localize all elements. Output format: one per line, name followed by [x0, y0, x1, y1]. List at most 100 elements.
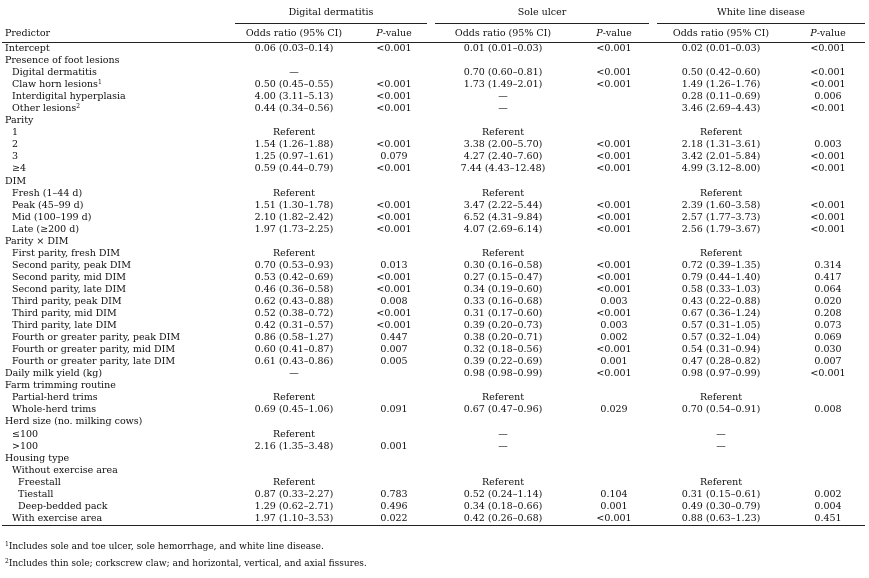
dd-odds-ratio: 0.87 (0.33–2.27) — [254, 488, 334, 500]
p-column-header-su: P-value — [577, 26, 652, 43]
su-odds-ratio — [429, 115, 577, 127]
dd-odds-ratio — [229, 380, 359, 392]
results-table-container: Digital dermatitis Sole ulcer White line… — [2, 0, 866, 569]
wld-p-value — [791, 392, 865, 404]
su-odds-ratio — [429, 465, 577, 477]
dd-p-value — [359, 248, 429, 260]
predictor-label: Other lesions2 — [2, 103, 229, 115]
dd-odds-ratio: 1.97 (1.73–2.25) — [254, 223, 334, 235]
predictor-label-text: Second parity, mid DIM — [12, 271, 126, 283]
predictor-label-text: Digital dermatitis — [12, 67, 97, 79]
wld-p-value — [791, 429, 865, 441]
table-row: Parity — [2, 115, 865, 127]
table-row: Other lesions2 0.44 (0.34–0.56) <0.001 — 3.4… — [2, 103, 865, 115]
predictor-header-spacer — [2, 0, 229, 26]
predictor-label: Housing type — [2, 453, 229, 465]
wld-odds-ratio: 0.28 (0.11–0.69) — [681, 91, 761, 103]
su-odds-ratio: 0.70 (0.60–0.81) — [463, 67, 543, 79]
su-odds-ratio: 4.27 (2.40–7.60) — [463, 151, 543, 163]
dd-odds-ratio: 1.29 (0.62–2.71) — [254, 500, 334, 512]
su-odds-ratio: 0.38 (0.20–0.71) — [463, 332, 543, 344]
table-row: Parity × DIM — [2, 236, 865, 248]
dd-odds-ratio: 0.53 (0.42–0.69) — [254, 271, 334, 283]
wld-odds-ratio: 0.54 (0.31–0.94) — [681, 344, 761, 356]
dd-p-value: <0.001 — [376, 308, 412, 320]
wld-p-value — [791, 248, 865, 260]
su-odds-ratio: 0.39 (0.20–0.73) — [463, 320, 543, 332]
su-odds-ratio: 0.34 (0.19–0.60) — [463, 283, 543, 295]
predictor-label-text: Claw horn lesions — [12, 79, 98, 91]
wld-odds-ratio — [651, 55, 791, 67]
predictor-label-text: Deep-bedded pack — [18, 500, 108, 512]
su-p-value: 0.002 — [600, 332, 628, 344]
wld-odds-ratio — [651, 453, 791, 465]
wld-p-value: 0.314 — [814, 259, 842, 271]
dd-p-value: <0.001 — [376, 79, 412, 91]
predictor-label-text: Whole-herd trims — [12, 404, 97, 416]
dd-odds-ratio: Referent — [272, 428, 315, 440]
table-row: Fourth or greater parity, peak DIM 0.86 (… — [2, 332, 865, 344]
wld-odds-ratio — [651, 176, 791, 188]
predictor-label-text: Housing type — [5, 452, 70, 464]
predictor-label: 2 — [2, 139, 229, 151]
predictor-label: Third parity, peak DIM — [2, 296, 229, 308]
dd-p-value: 0.447 — [380, 332, 408, 344]
su-p-value — [577, 453, 651, 465]
dd-odds-ratio: 1.97 (1.10–3.53) — [229, 512, 359, 526]
table-row: Housing type — [2, 453, 865, 465]
su-odds-ratio — [429, 55, 577, 67]
wld-p-value: 0.073 — [814, 320, 842, 332]
predictor-label-text: Parity × DIM — [5, 235, 69, 247]
dd-p-value: 0.005 — [380, 356, 408, 368]
wld-odds-ratio: 2.18 (1.31–3.61) — [681, 139, 761, 151]
table-row: Without exercise area — [2, 465, 865, 477]
wld-p-value: 0.030 — [814, 344, 842, 356]
wld-p-value: 0.008 — [814, 404, 842, 416]
wld-p-value: 0.069 — [814, 332, 842, 344]
footnote-marker: 1 — [97, 79, 102, 87]
dd-odds-ratio — [229, 55, 359, 67]
predictor-label: Second parity, mid DIM — [2, 272, 229, 284]
su-p-value: <0.001 — [596, 151, 632, 163]
dd-p-value: 0.022 — [359, 512, 430, 526]
predictor-label-text: Herd size (no. milking cows) — [5, 416, 143, 428]
predictor-label: Fourth or greater parity, mid DIM — [2, 344, 229, 356]
wld-p-value — [791, 176, 865, 188]
dd-p-value — [359, 127, 429, 139]
dd-p-value: 0.496 — [380, 500, 408, 512]
dd-p-value — [359, 392, 429, 404]
predictor-label: Herd size (no. milking cows) — [2, 416, 229, 428]
wld-p-value — [791, 115, 865, 127]
table-row: ≤100 Referent — — — [2, 429, 865, 441]
dd-p-value — [359, 416, 429, 428]
su-odds-ratio: 1.73 (1.49–2.01) — [463, 79, 543, 91]
table-row: Herd size (no. milking cows) — [2, 416, 865, 428]
table-row: Third parity, late DIM 0.42 (0.31–0.57) <0… — [2, 320, 865, 332]
predictor-label: Late (≥200 d) — [2, 224, 229, 236]
table-row: Third parity, peak DIM 0.62 (0.43–0.88) 0.… — [2, 296, 865, 308]
su-odds-ratio: — — [498, 440, 508, 452]
su-p-value: <0.001 — [596, 223, 632, 235]
su-odds-ratio: 0.34 (0.18–0.66) — [463, 500, 543, 512]
dd-odds-ratio: Referent — [272, 476, 315, 488]
su-p-value: <0.001 — [596, 308, 632, 320]
dd-p-value — [359, 429, 429, 441]
predictor-label: Whole-herd trims — [2, 404, 229, 416]
table-row: Mid (100–199 d) 2.10 (1.82–2.42) <0.001 6.5… — [2, 212, 865, 224]
predictor-label-text: 3 — [12, 151, 19, 163]
dd-p-value: <0.001 — [376, 283, 412, 295]
su-p-value — [577, 188, 651, 200]
predictor-label: Second parity, late DIM — [2, 284, 229, 296]
wld-odds-ratio: 0.57 (0.32–1.04) — [681, 332, 761, 344]
wld-odds-ratio: Referent — [700, 127, 743, 139]
wld-p-value — [791, 416, 865, 428]
dd-p-value: <0.001 — [376, 163, 412, 175]
su-odds-ratio: Referent — [482, 392, 525, 404]
wld-p-value: 0.208 — [814, 308, 842, 320]
predictor-label-text: Third parity, mid DIM — [12, 308, 117, 320]
dd-odds-ratio: 0.70 (0.53–0.93) — [254, 259, 334, 271]
predictor-label: Farm trimming routine — [2, 380, 229, 392]
predictor-label-text: Farm trimming routine — [5, 380, 116, 392]
su-p-value: <0.001 — [596, 43, 632, 54]
predictor-label-text: Presence of foot lesions — [5, 55, 120, 67]
